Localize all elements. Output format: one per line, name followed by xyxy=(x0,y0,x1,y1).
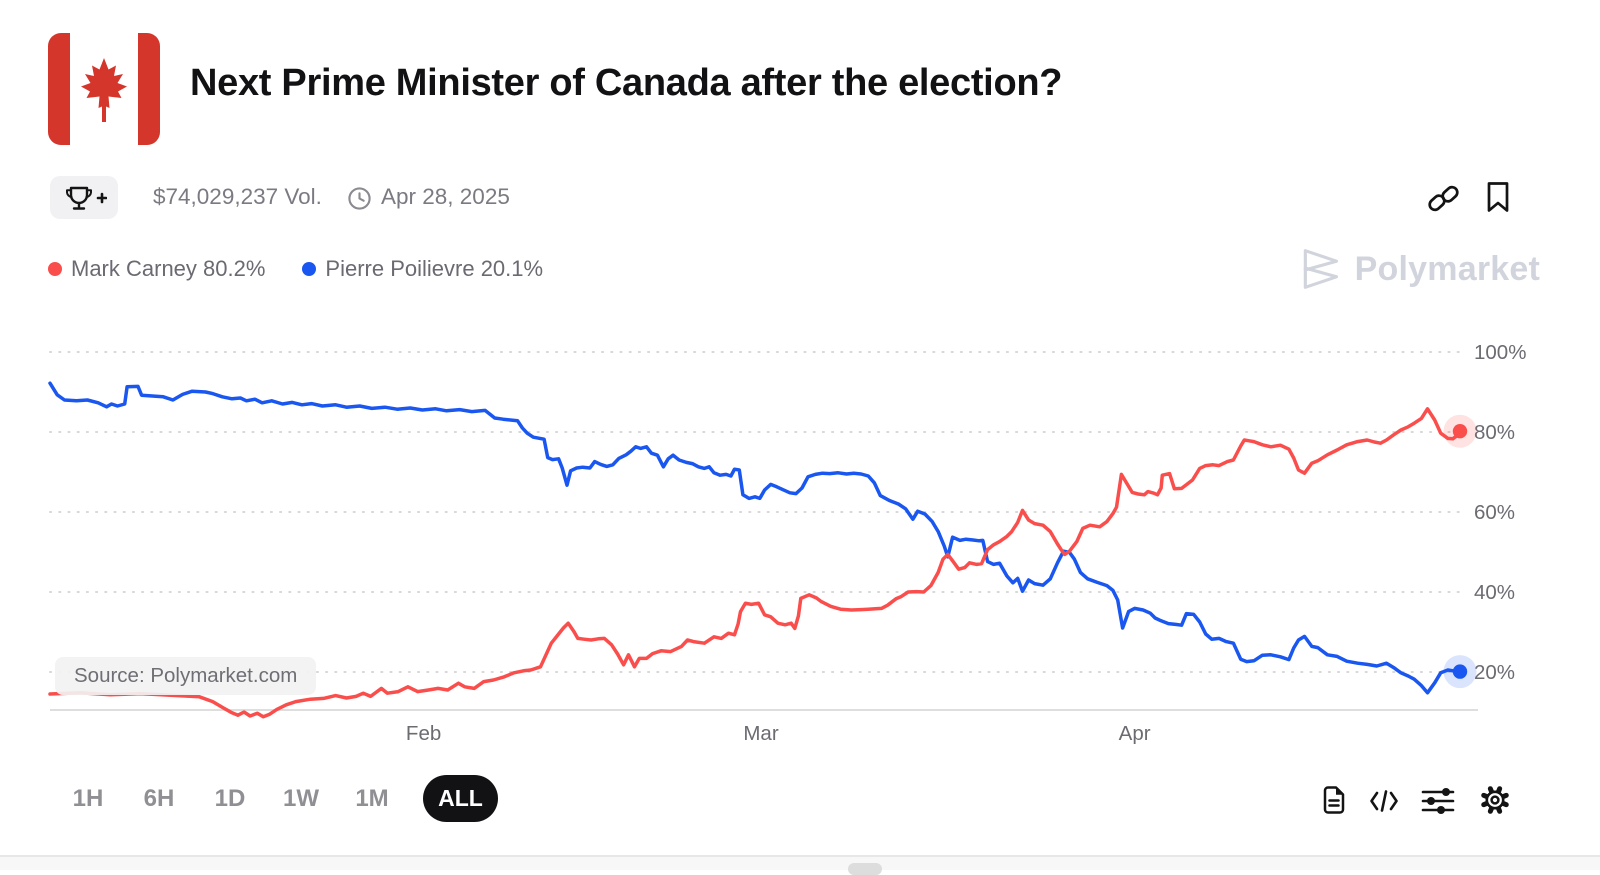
bookmark-button[interactable] xyxy=(1485,180,1511,214)
copy-link-button[interactable] xyxy=(1427,182,1460,215)
range-button-6h[interactable]: 6H xyxy=(143,785,175,812)
series-line-mark-carney xyxy=(48,407,1462,719)
chart-legend: Mark Carney 80.2% Pierre Poilievre 20.1% xyxy=(48,256,543,282)
poilievre-legend-label: Pierre Poilievre 20.1% xyxy=(325,256,544,281)
trophy-plus-icon xyxy=(66,186,107,210)
y-axis-tick-label: 60% xyxy=(1474,501,1515,524)
gear-icon[interactable] xyxy=(1478,783,1512,817)
y-axis-tick-label: 100% xyxy=(1474,341,1526,364)
range-button-1d[interactable]: 1D xyxy=(214,785,246,812)
carney-series-dot xyxy=(48,262,62,276)
range-button-1h[interactable]: 1H xyxy=(72,785,104,812)
page-title: Next Prime Minister of Canada after the … xyxy=(190,62,1063,104)
x-axis-tick-label: Mar xyxy=(743,722,778,745)
maple-leaf-icon xyxy=(81,58,127,122)
canada-flag-icon xyxy=(48,33,160,145)
legend-item-pierre-poilievre[interactable]: Pierre Poilievre 20.1% xyxy=(302,256,543,282)
x-axis-tick-label: Feb xyxy=(406,722,441,745)
y-axis-tick-label: 20% xyxy=(1474,661,1515,684)
poilievre-series-dot xyxy=(302,262,317,276)
polymarket-wordmark: Polymarket xyxy=(1354,249,1540,288)
carney-legend-label: Mark Carney 80.2% xyxy=(71,256,266,281)
window-edge-divider xyxy=(0,855,1600,857)
series-line-pierre-poilievre xyxy=(48,381,1462,695)
scrollbar-thumb[interactable] xyxy=(848,863,882,875)
y-axis-tick-label: 80% xyxy=(1474,421,1515,444)
polymarket-watermark: Polymarket xyxy=(1298,246,1540,292)
range-button-1m[interactable]: 1M xyxy=(355,785,389,812)
end-date-label: Apr 28, 2025 xyxy=(381,184,510,209)
price-chart[interactable]: 100% 80% 60% 40% 20% Feb Mar Apr xyxy=(0,330,1600,760)
code-icon[interactable] xyxy=(1369,788,1399,814)
leaderboard-button[interactable] xyxy=(50,176,118,219)
time-range-controls: 1H 6H 1D 1W 1M ALL xyxy=(68,775,498,822)
sliders-icon[interactable] xyxy=(1421,786,1455,816)
window-edge-strip xyxy=(0,857,1600,870)
document-icon[interactable] xyxy=(1320,785,1348,815)
polymarket-logo-icon xyxy=(1303,249,1338,289)
endpoint-dot xyxy=(1452,424,1468,439)
volume-label: $74,029,237 Vol. xyxy=(153,184,322,209)
x-axis-tick-label: Apr xyxy=(1119,722,1151,745)
range-button-all[interactable]: ALL xyxy=(423,775,498,822)
clock-icon xyxy=(348,187,371,210)
legend-item-mark-carney[interactable]: Mark Carney 80.2% xyxy=(48,256,265,282)
y-axis-tick-label: 40% xyxy=(1474,581,1515,604)
range-button-1w[interactable]: 1W xyxy=(283,785,319,812)
endpoint-dot xyxy=(1452,664,1468,679)
source-note: Source: Polymarket.com xyxy=(55,657,317,695)
